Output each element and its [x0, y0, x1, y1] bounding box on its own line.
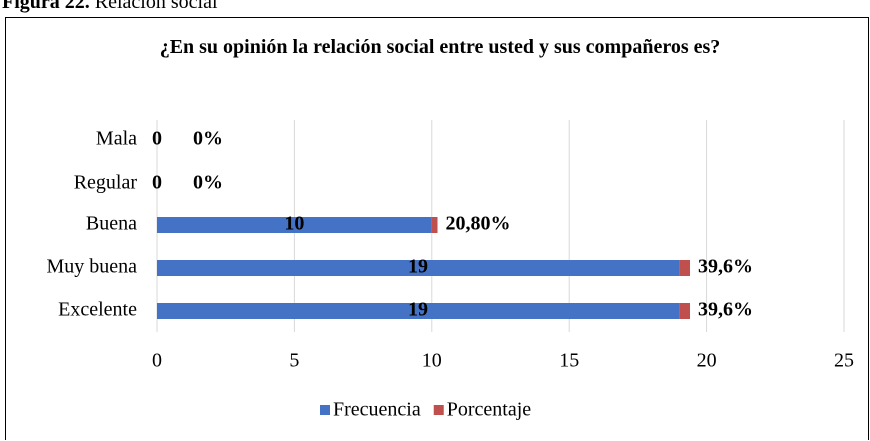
legend-swatch: [320, 405, 330, 415]
data-label: 20,80%: [446, 213, 511, 235]
data-label: 39,6%: [698, 299, 753, 321]
data-label: 0: [152, 172, 162, 194]
x-tick-label: 5: [289, 350, 299, 372]
data-label: 19: [408, 299, 428, 321]
x-tick-label: 0: [152, 350, 162, 372]
bar: [679, 303, 691, 319]
x-tick-label: 20: [697, 350, 717, 372]
bar: [157, 260, 680, 276]
y-tick-label: Regular: [74, 172, 138, 194]
y-tick-label: Muy buena: [46, 256, 137, 278]
legend-label: Porcentaje: [447, 399, 532, 421]
y-tick-label: Excelente: [58, 299, 137, 321]
x-tick-label: 15: [559, 350, 579, 372]
data-label: 0%: [193, 128, 223, 150]
bar: [679, 260, 691, 276]
data-label: 0%: [193, 172, 223, 194]
bar: [157, 217, 432, 233]
figure-caption: Relación social: [94, 0, 218, 13]
bar: [431, 217, 438, 233]
x-tick-label: 10: [422, 350, 442, 372]
legend-swatch: [433, 405, 444, 415]
data-label: 10: [284, 213, 304, 235]
caption: Figura 22. Relación social: [2, 0, 218, 14]
legend-label: Frecuencia: [333, 399, 421, 421]
y-tick-label: Buena: [86, 213, 137, 235]
chart-title: ¿En su opinión la relación social entre …: [159, 36, 721, 58]
data-label: 19: [408, 256, 428, 278]
y-tick-label: Mala: [96, 128, 137, 150]
data-label: 39,6%: [698, 256, 753, 278]
data-label: 0: [152, 128, 162, 150]
x-tick-label: 25: [834, 350, 854, 372]
bar: [157, 303, 680, 319]
figure-label: Figura 22.: [2, 0, 90, 13]
chart-frame: [5, 17, 869, 440]
